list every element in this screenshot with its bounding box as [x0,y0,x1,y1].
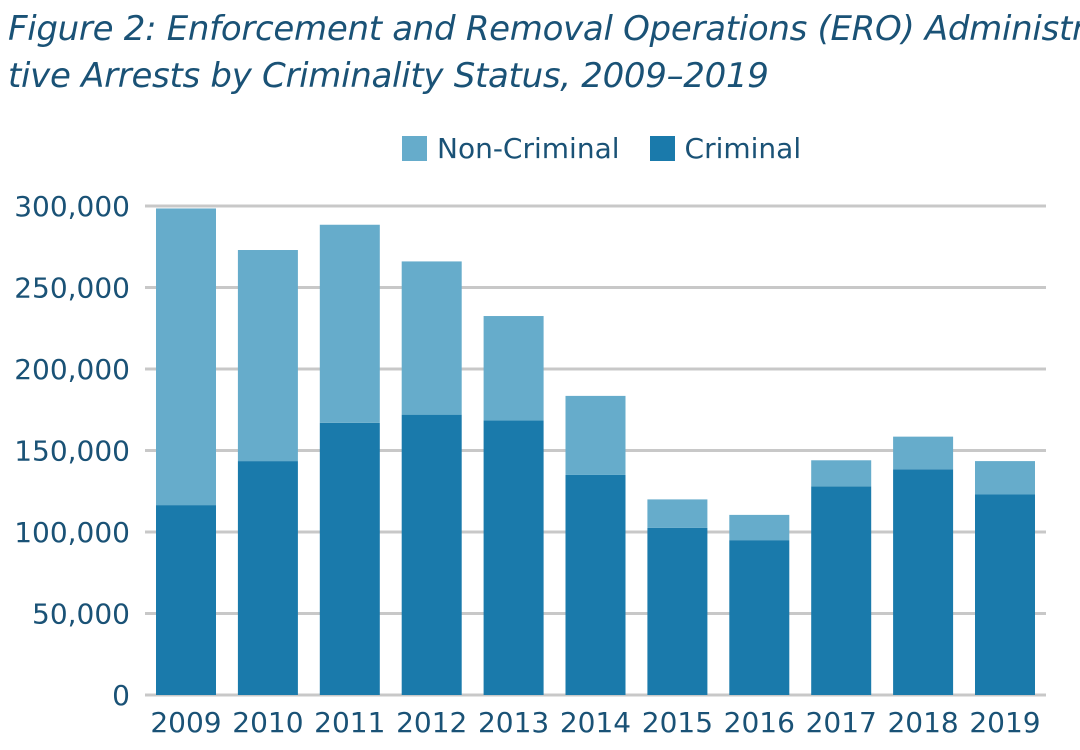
bar-criminal-2019 [975,494,1035,695]
bar-non-criminal-2016 [729,514,790,541]
legend-label-non-criminal: Non-Criminal [437,132,620,165]
y-tick-label-200000: 200,000 [14,353,130,386]
x-tick-label-2016: 2016 [724,706,795,739]
y-tick-label-100000: 100,000 [14,516,130,549]
bar-non-criminal-2011 [319,224,380,423]
chart-title: Figure 2: Enforcement and Removal Operat… [8,6,1080,100]
bar-criminal-2018 [893,469,954,695]
bar-criminal-2009 [156,505,216,695]
chart-legend: Non-Criminal Criminal [402,132,831,165]
bar-non-criminal-2019 [975,461,1035,495]
x-tick-label-2013: 2013 [478,706,549,739]
x-tick-label-2010: 2010 [232,706,303,739]
x-tick-label-2009: 2009 [150,706,221,739]
bar-criminal-2014 [565,474,626,695]
bar-non-criminal-2009 [156,208,216,506]
x-tick-label-2017: 2017 [806,706,877,739]
legend-label-criminal: Criminal [684,132,802,165]
legend-swatch-non-criminal [402,136,427,161]
bar-criminal-2016 [729,540,790,695]
x-tick-label-2018: 2018 [887,706,958,739]
y-tick-label-150000: 150,000 [14,435,130,468]
x-tick-label-2012: 2012 [396,706,467,739]
bar-non-criminal-2014 [565,395,626,475]
x-tick-label-2011: 2011 [314,706,385,739]
legend-swatch-criminal [649,136,675,161]
y-tick-label-250000: 250,000 [14,272,130,305]
bar-non-criminal-2010 [237,250,298,462]
y-tick-label-0: 0 [112,679,130,712]
legend-item-non-criminal: Non-Criminal [402,132,620,165]
bar-criminal-2017 [811,486,872,695]
bar-criminal-2015 [647,527,708,695]
bar-non-criminal-2018 [893,436,954,470]
bar-criminal-2010 [237,461,298,695]
bar-non-criminal-2013 [483,316,544,421]
bar-non-criminal-2015 [647,499,708,528]
y-tick-label-300000: 300,000 [14,190,130,223]
x-tick-label-2014: 2014 [560,706,631,739]
y-tick-label-50000: 50,000 [32,598,130,631]
chart-title-line-1: Figure 2: Enforcement and Removal Operat… [8,9,1080,49]
x-tick-label-2019: 2019 [969,706,1040,739]
bar-criminal-2011 [319,422,380,695]
bar-criminal-2013 [483,420,544,695]
bar-non-criminal-2012 [401,261,462,415]
bar-non-criminal-2017 [811,460,872,487]
bar-criminal-2012 [401,414,462,695]
x-tick-label-2015: 2015 [642,706,713,739]
legend-item-criminal: Criminal [649,132,802,165]
chart-title-line-2: tive Arrests by Criminality Status, 2009… [8,56,769,96]
